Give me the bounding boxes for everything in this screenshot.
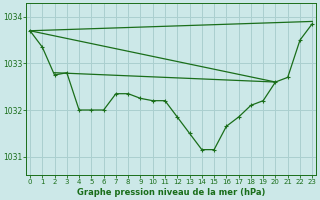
X-axis label: Graphe pression niveau de la mer (hPa): Graphe pression niveau de la mer (hPa): [77, 188, 265, 197]
